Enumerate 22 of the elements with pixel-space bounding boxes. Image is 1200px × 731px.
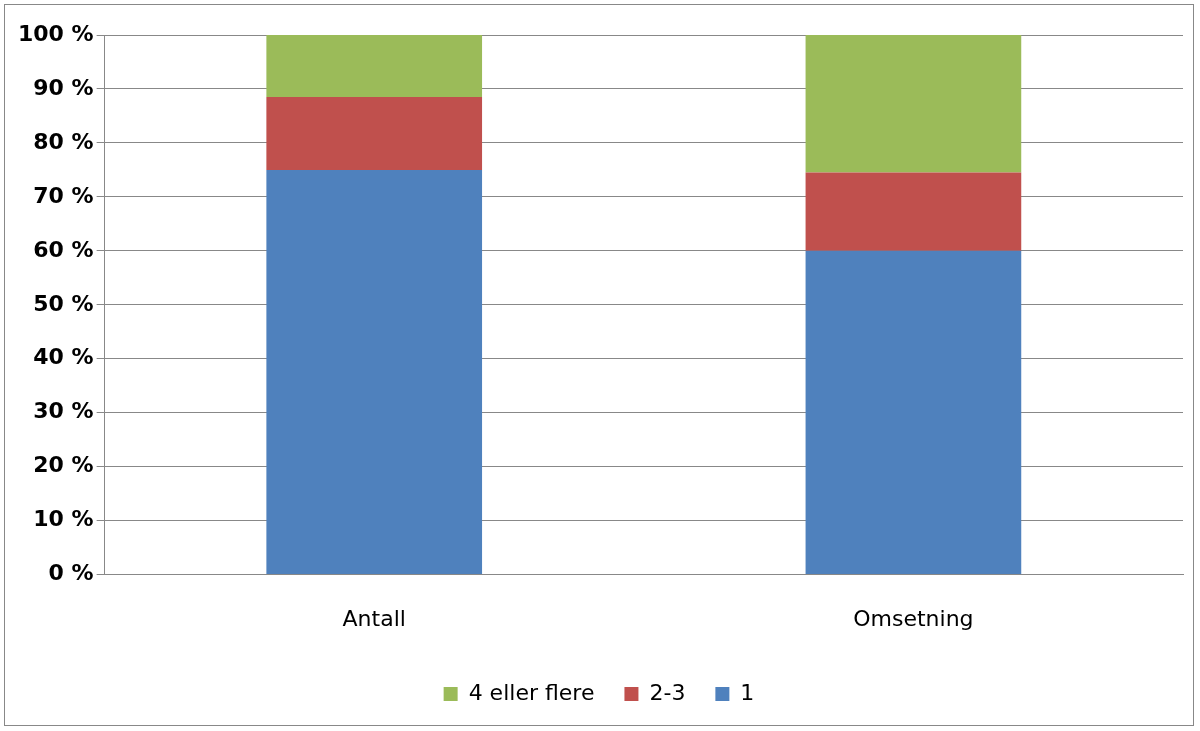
y-tick-label: 90 % bbox=[33, 74, 94, 100]
y-tick-label: 20 % bbox=[33, 452, 94, 478]
bar bbox=[266, 97, 483, 170]
y-tick-label: 80 % bbox=[33, 128, 94, 154]
y-tick-label: 30 % bbox=[33, 398, 94, 424]
bar bbox=[805, 35, 1022, 173]
x-tick-label: Antall bbox=[342, 605, 406, 631]
legend-label: 2-3 bbox=[649, 679, 686, 705]
bar bbox=[266, 169, 483, 575]
x-tick-label: Omsetning bbox=[853, 605, 974, 631]
y-tick-label: 100 % bbox=[18, 20, 94, 46]
y-tick-label: 50 % bbox=[33, 290, 94, 316]
bar bbox=[266, 35, 483, 98]
y-tick-label: 0 % bbox=[48, 560, 94, 586]
y-tick-label: 70 % bbox=[33, 182, 94, 208]
y-tick-label: 60 % bbox=[33, 236, 94, 262]
bar bbox=[805, 250, 1022, 575]
legend-label: 4 eller flere bbox=[468, 679, 595, 705]
y-tick-label: 10 % bbox=[33, 506, 94, 532]
legend-label: 1 bbox=[740, 679, 755, 705]
bar bbox=[805, 172, 1022, 251]
y-tick-label: 40 % bbox=[33, 344, 94, 370]
